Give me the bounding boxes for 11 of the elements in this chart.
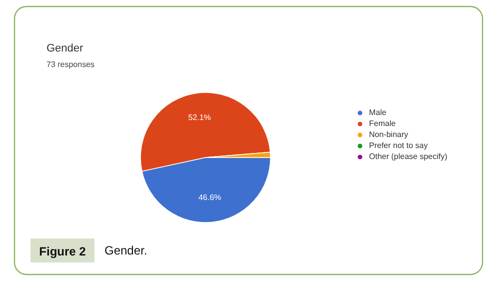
- data-label: 52.1%: [188, 113, 211, 122]
- legend-label: Other (please specify): [369, 152, 448, 161]
- legend-label: Non-binary: [369, 130, 408, 139]
- data-label: 46.6%: [198, 193, 222, 202]
- legend-label: Female: [369, 119, 396, 128]
- text: 73 responses: [46, 60, 95, 69]
- caption: Figure 2: [39, 244, 86, 258]
- legend-label: Male: [369, 108, 388, 117]
- chart-title: Gender: [46, 42, 84, 54]
- text: Gender.: [104, 244, 148, 258]
- legend-label: Prefer not to say: [369, 141, 428, 150]
